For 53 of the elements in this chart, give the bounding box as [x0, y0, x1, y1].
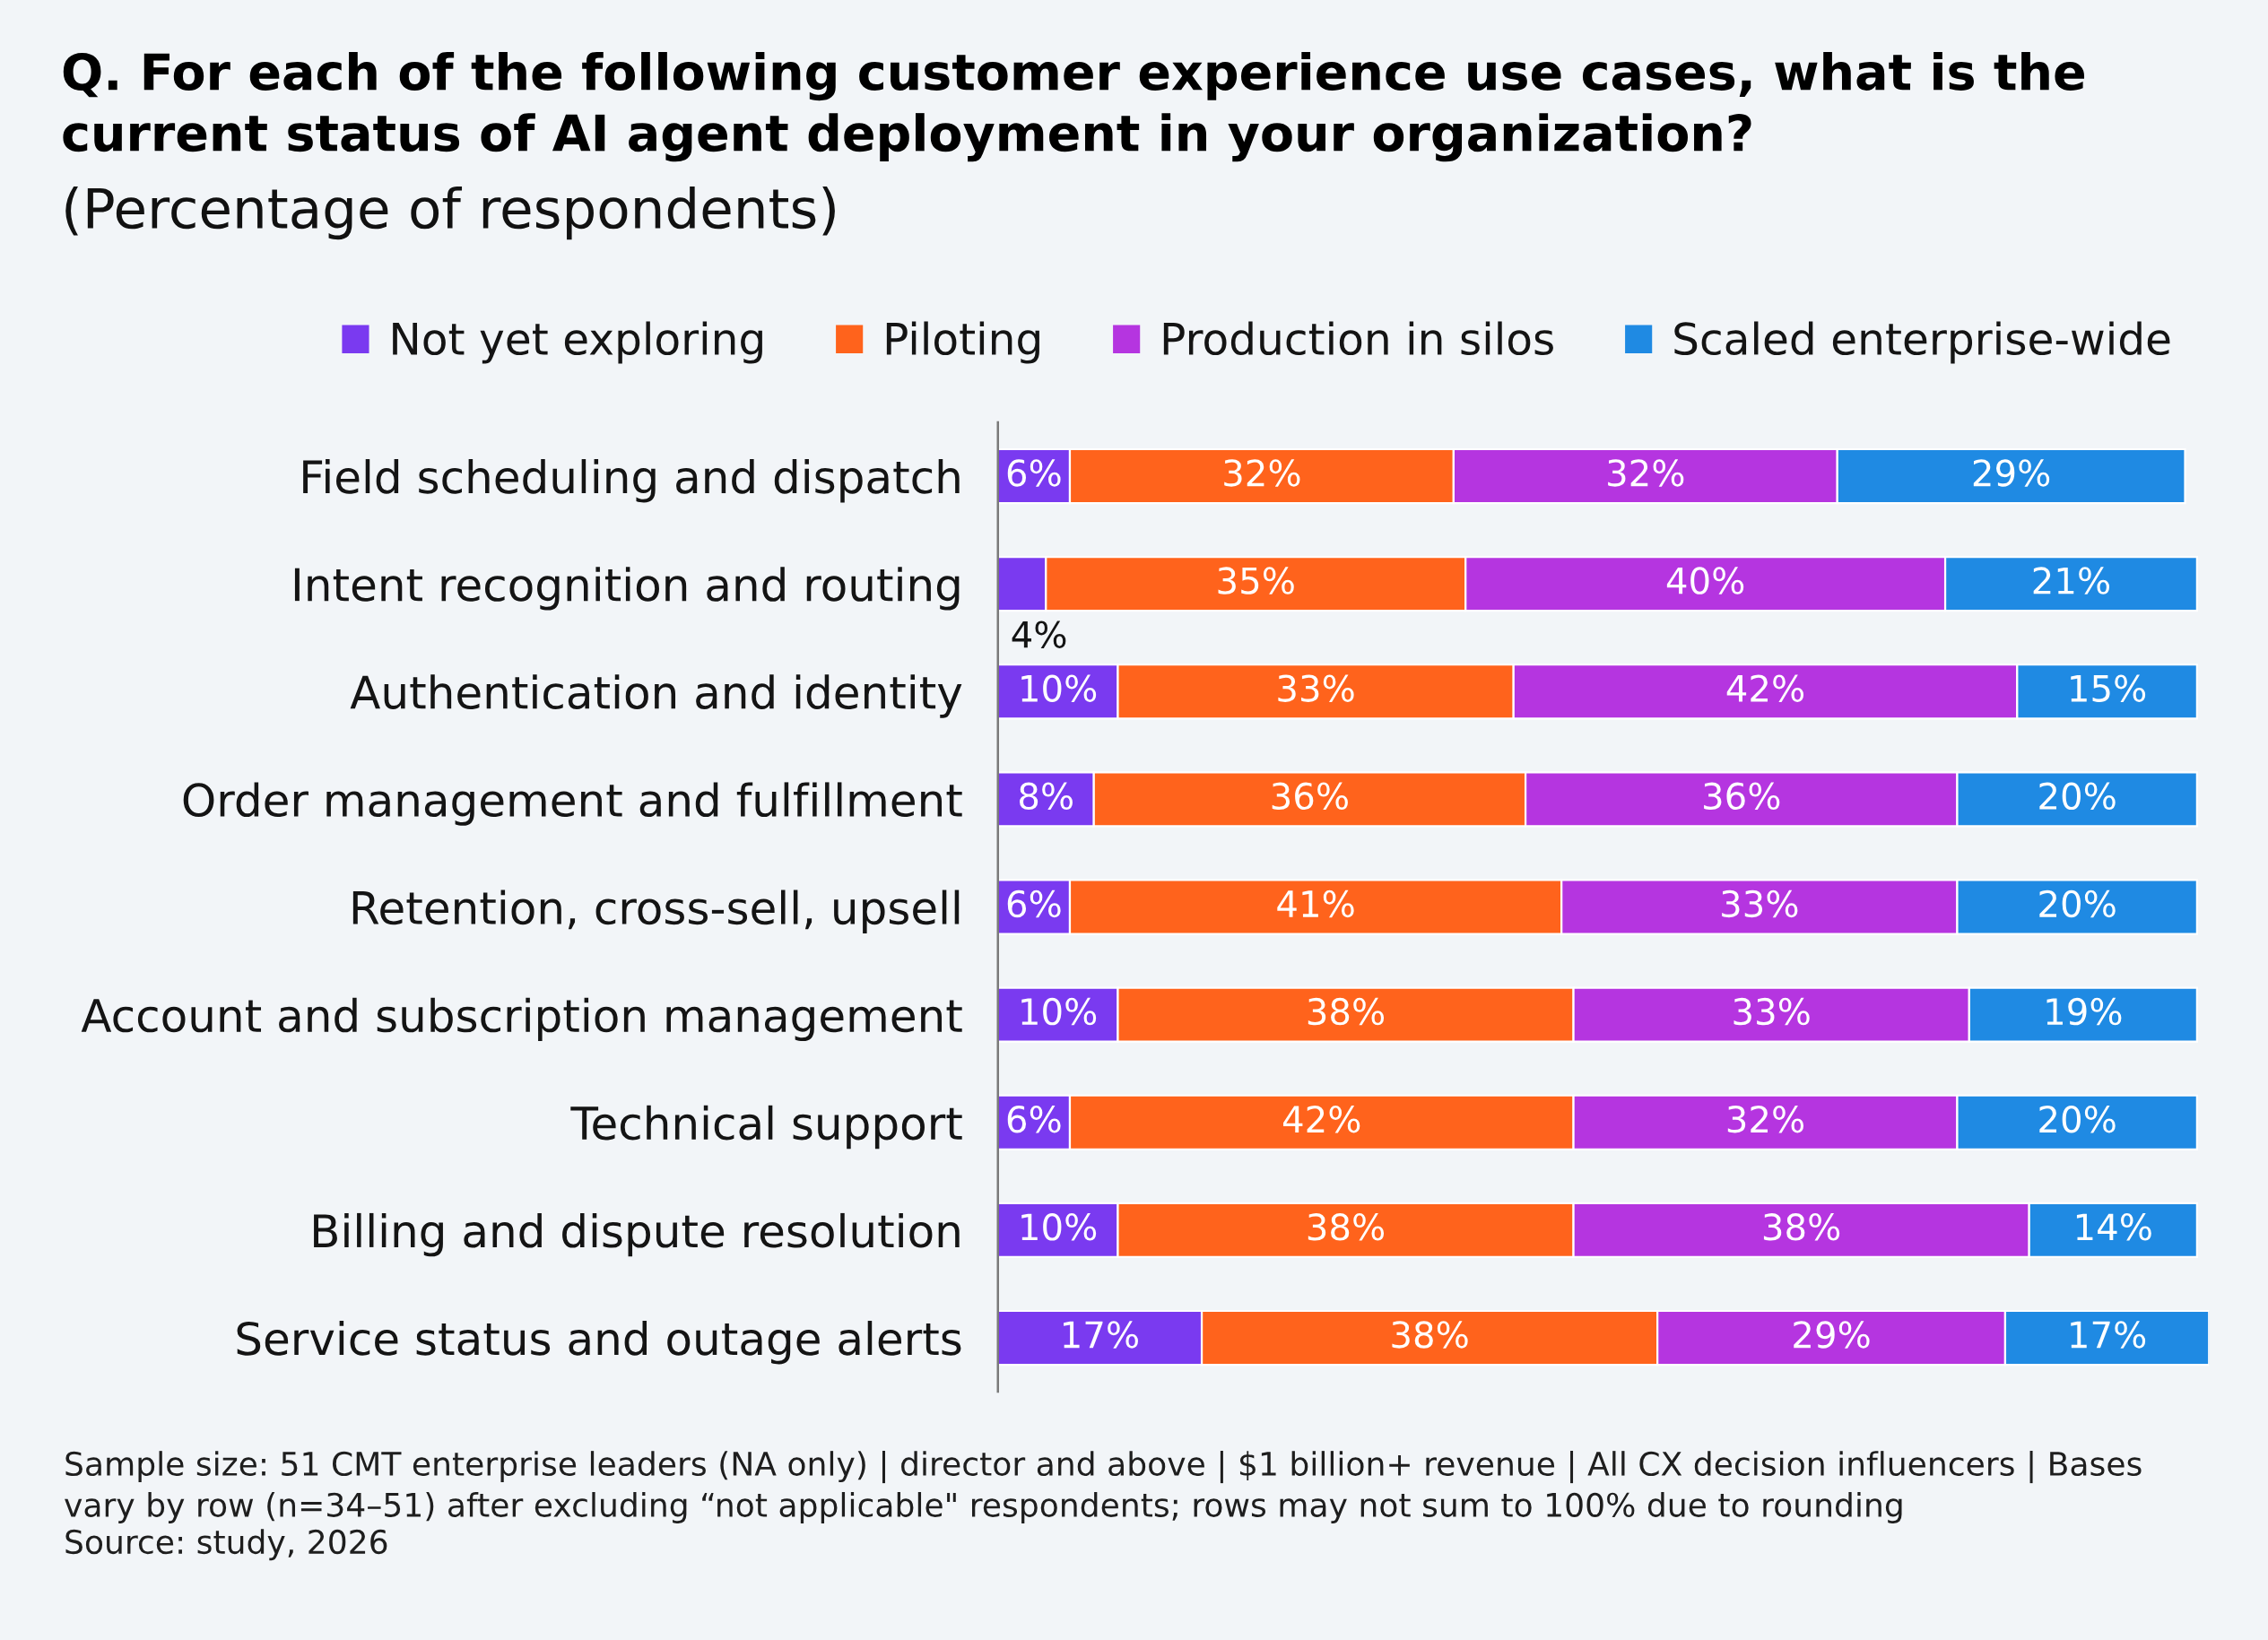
data-label: 10%	[1021, 997, 1097, 1026]
data-label: 32%	[1727, 1106, 1804, 1133]
data-label: 29%	[1973, 459, 2050, 487]
data-label: 4%	[1012, 620, 1066, 648]
data-label: 40%	[1666, 567, 1744, 594]
data-label: 38%	[1308, 1213, 1385, 1241]
data-label: 38%	[1392, 1321, 1468, 1349]
data-label: 38%	[1308, 997, 1385, 1026]
data-label: 10%	[1021, 1213, 1097, 1241]
data-label: 33%	[1734, 997, 1810, 1026]
y-tick-label: Billing and dispute resolution	[314, 1212, 960, 1257]
y-tick-label: Account and subscription management	[81, 997, 962, 1042]
data-label: 29%	[1794, 1321, 1870, 1349]
data-label: 42%	[1282, 1106, 1360, 1133]
data-label: 6%	[1007, 1106, 1061, 1133]
data-label: 20%	[2039, 782, 2116, 811]
data-label: 17%	[2071, 1321, 2146, 1349]
data-label: 6%	[1007, 459, 1061, 487]
legend-label: Scaled enterprise-wide	[1674, 321, 2170, 364]
data-label: 36%	[1272, 782, 1348, 811]
data-label: 20%	[2039, 1106, 2116, 1133]
source-note: Source: study, 2026	[65, 1529, 387, 1561]
data-label: 36%	[1704, 782, 1780, 811]
text: Sample size: 51 CMT enterprise leaders (NA only) | director and above | $1 billion+ revenue | All CX decision influencers | Bases vary by row (n=34–51) after excluding “not applicable" respondents; rows may not sum to 100% due to rounding	[65, 1451, 2142, 1523]
data-label: 38%	[1763, 1213, 1840, 1241]
legend-label: Not yet exploring	[393, 321, 762, 364]
data-label: 15%	[2071, 674, 2146, 702]
data-label: 42%	[1726, 674, 1804, 702]
legend-label: Piloting	[886, 321, 1039, 364]
data-label: 32%	[1608, 459, 1684, 487]
data-label: 21%	[2033, 567, 2110, 594]
data-label: 8%	[1020, 782, 1073, 811]
data-label: 20%	[2039, 889, 2116, 918]
data-label: 6%	[1007, 889, 1061, 918]
data-label: 33%	[1722, 889, 1798, 918]
y-tick-label: Retention, cross-sell, upsell	[352, 889, 960, 933]
y-tick-label: Field scheduling and dispatch	[303, 459, 960, 503]
data-label: 35%	[1218, 567, 1294, 594]
legend-label: Production in silos	[1163, 321, 1553, 356]
data-label: 19%	[2046, 997, 2122, 1026]
data-label: 32%	[1224, 459, 1300, 487]
chart-title: Q. For each of the following customer experience use cases, what is the current status of AI agent deployment in your organization?	[63, 52, 2085, 162]
y-tick-label: Intent recognition and routing	[294, 567, 960, 611]
y-tick-label: Service status and outage alerts	[237, 1321, 961, 1365]
data-label: 10%	[1021, 674, 1097, 702]
text: (Percentage of respondents)	[65, 187, 835, 240]
data-label: 33%	[1278, 674, 1354, 702]
data-label: 14%	[2076, 1213, 2151, 1241]
y-tick-label: Order management and fulfillment	[183, 782, 962, 826]
y-tick-label: Technical support	[570, 1105, 962, 1150]
y-tick-label: Authentication and identity	[350, 674, 962, 718]
data-label: 17%	[1064, 1321, 1138, 1349]
data-label: 41%	[1277, 889, 1354, 918]
